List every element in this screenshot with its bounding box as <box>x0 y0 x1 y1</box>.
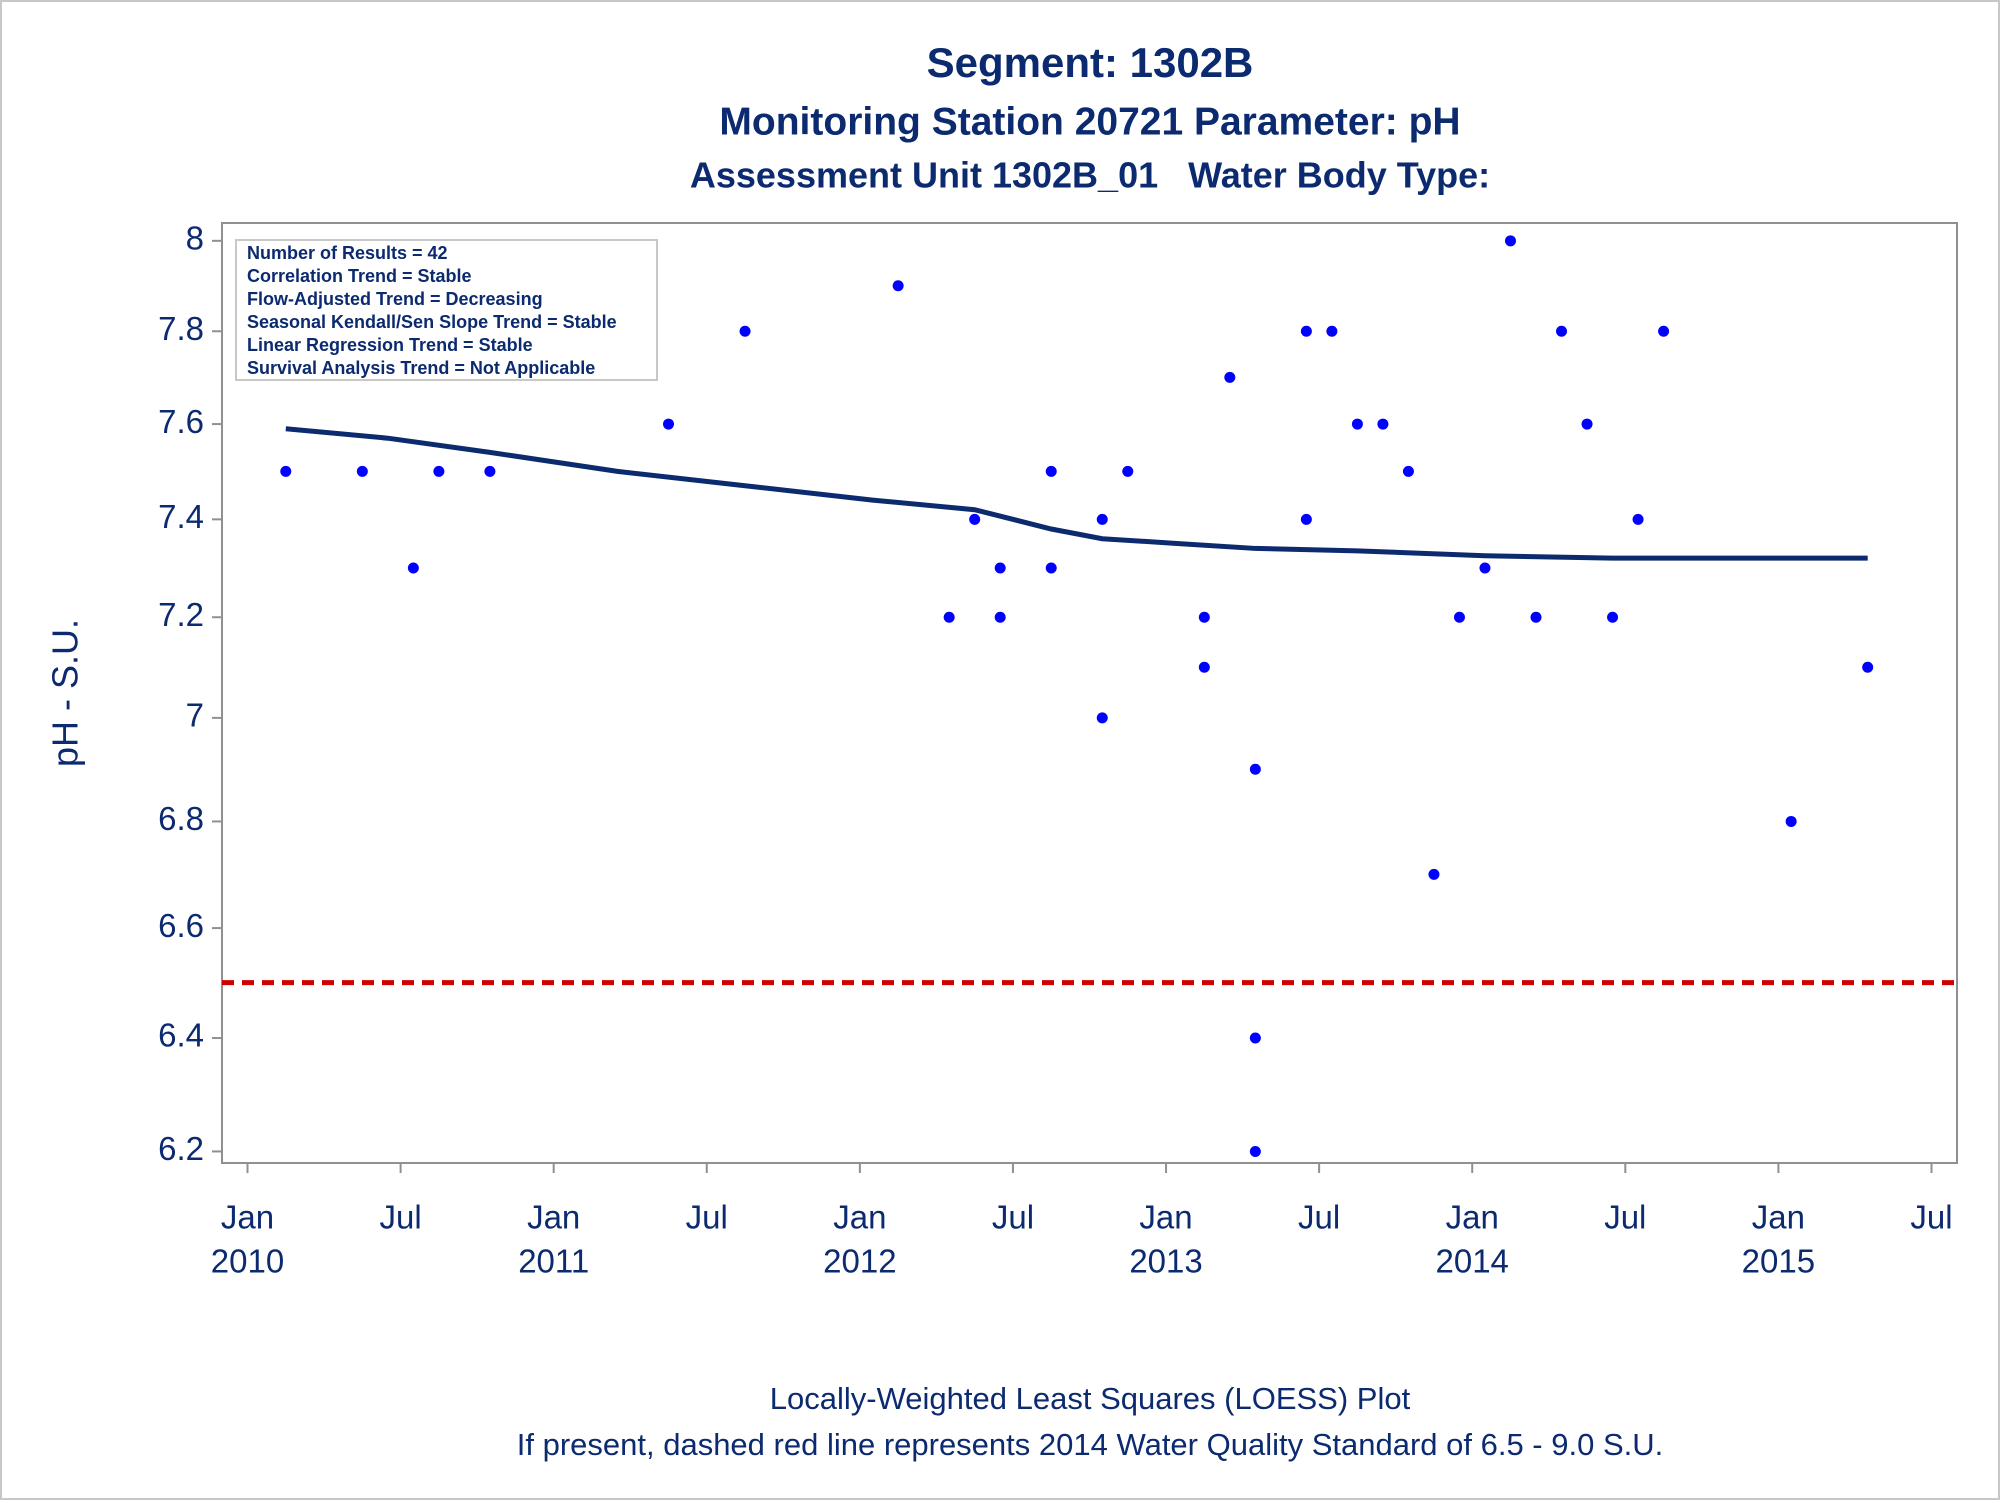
data-point <box>1045 465 1057 477</box>
data-point <box>1402 465 1414 477</box>
data-point <box>943 611 955 623</box>
data-point <box>969 513 981 525</box>
plot-area <box>221 222 1958 1164</box>
data-point <box>1504 235 1516 247</box>
data-point <box>433 465 445 477</box>
stats-line: Correlation Trend = Stable <box>247 266 472 286</box>
y-tick-label: 6.8 <box>158 800 204 837</box>
data-point <box>1351 418 1363 430</box>
stats-line: Seasonal Kendall/Sen Slope Trend = Stabl… <box>247 312 617 332</box>
data-point <box>1122 465 1134 477</box>
stats-line: Number of Results = 42 <box>247 243 448 263</box>
x-tick-label: Jan <box>221 1199 274 1236</box>
data-point <box>1581 418 1593 430</box>
x-tick-year: 2014 <box>1436 1243 1509 1280</box>
data-point <box>1249 1145 1261 1157</box>
y-tick-label: 6.2 <box>158 1130 204 1167</box>
data-point <box>1224 371 1236 383</box>
footnote: Locally-Weighted Least Squares (LOESS) P… <box>770 1381 1411 1416</box>
data-point <box>1300 513 1312 525</box>
data-point <box>356 465 368 477</box>
stats-line: Survival Analysis Trend = Not Applicable <box>247 358 595 378</box>
data-point <box>484 465 496 477</box>
y-tick-label: 7.6 <box>158 403 204 440</box>
data-point <box>1198 661 1210 673</box>
chart-subtitle: Monitoring Station 20721 Parameter: pH <box>719 100 1460 143</box>
data-point <box>1530 611 1542 623</box>
y-tick-label: 7 <box>186 697 204 734</box>
y-tick-label: 6.4 <box>158 1017 204 1054</box>
data-point <box>739 325 751 337</box>
data-point <box>1862 661 1874 673</box>
x-tick-label: Jul <box>1298 1199 1340 1236</box>
chart-title: Segment: 1302B <box>927 39 1254 86</box>
footnote: If present, dashed red line represents 2… <box>517 1427 1664 1462</box>
x-tick-label: Jul <box>1604 1199 1646 1236</box>
data-point <box>1785 815 1797 827</box>
data-point <box>1556 325 1568 337</box>
data-point <box>1377 418 1389 430</box>
data-point <box>663 418 675 430</box>
data-point <box>1479 562 1491 574</box>
data-point <box>1658 325 1670 337</box>
stats-line: Linear Regression Trend = Stable <box>247 335 533 355</box>
x-tick-label: Jan <box>1446 1199 1499 1236</box>
chart-subtitle: Assessment Unit 1302B_01 Water Body Type… <box>690 155 1490 196</box>
loess-line <box>285 426 1868 561</box>
data-point <box>892 280 904 292</box>
x-tick-year: 2011 <box>518 1243 589 1280</box>
data-point <box>1249 1032 1261 1044</box>
data-point <box>1300 325 1312 337</box>
stats-box <box>235 239 658 381</box>
data-point <box>1326 325 1338 337</box>
x-tick-label: Jul <box>992 1199 1034 1236</box>
data-point <box>1632 513 1644 525</box>
y-tick-label: 8 <box>186 220 204 257</box>
data-point <box>407 562 419 574</box>
x-tick-label: Jan <box>527 1199 580 1236</box>
stats-line: Flow-Adjusted Trend = Decreasing <box>247 289 543 309</box>
x-tick-year: 2012 <box>823 1243 896 1280</box>
data-point <box>994 611 1006 623</box>
x-tick-label: Jan <box>1139 1199 1192 1236</box>
x-tick-label: Jan <box>1752 1199 1805 1236</box>
data-point <box>280 465 292 477</box>
data-point <box>994 562 1006 574</box>
data-point <box>1607 611 1619 623</box>
y-tick-label: 6.6 <box>158 907 204 944</box>
data-point <box>1198 611 1210 623</box>
data-point <box>1453 611 1465 623</box>
data-point <box>1249 763 1261 775</box>
y-tick-label: 7.8 <box>158 310 204 347</box>
y-tick-label: 7.4 <box>158 498 204 535</box>
data-point <box>1096 712 1108 724</box>
data-point <box>1096 513 1108 525</box>
x-tick-label: Jul <box>1910 1199 1952 1236</box>
data-point <box>1428 868 1440 880</box>
x-tick-label: Jul <box>380 1199 422 1236</box>
x-tick-label: Jul <box>686 1199 728 1236</box>
x-tick-year: 2010 <box>211 1243 284 1280</box>
x-tick-year: 2013 <box>1129 1243 1202 1280</box>
data-point <box>1045 562 1057 574</box>
x-tick-year: 2015 <box>1742 1243 1815 1280</box>
y-axis-label: pH - S.U. <box>45 619 86 767</box>
y-tick-label: 7.2 <box>158 596 204 633</box>
x-tick-label: Jan <box>833 1199 886 1236</box>
